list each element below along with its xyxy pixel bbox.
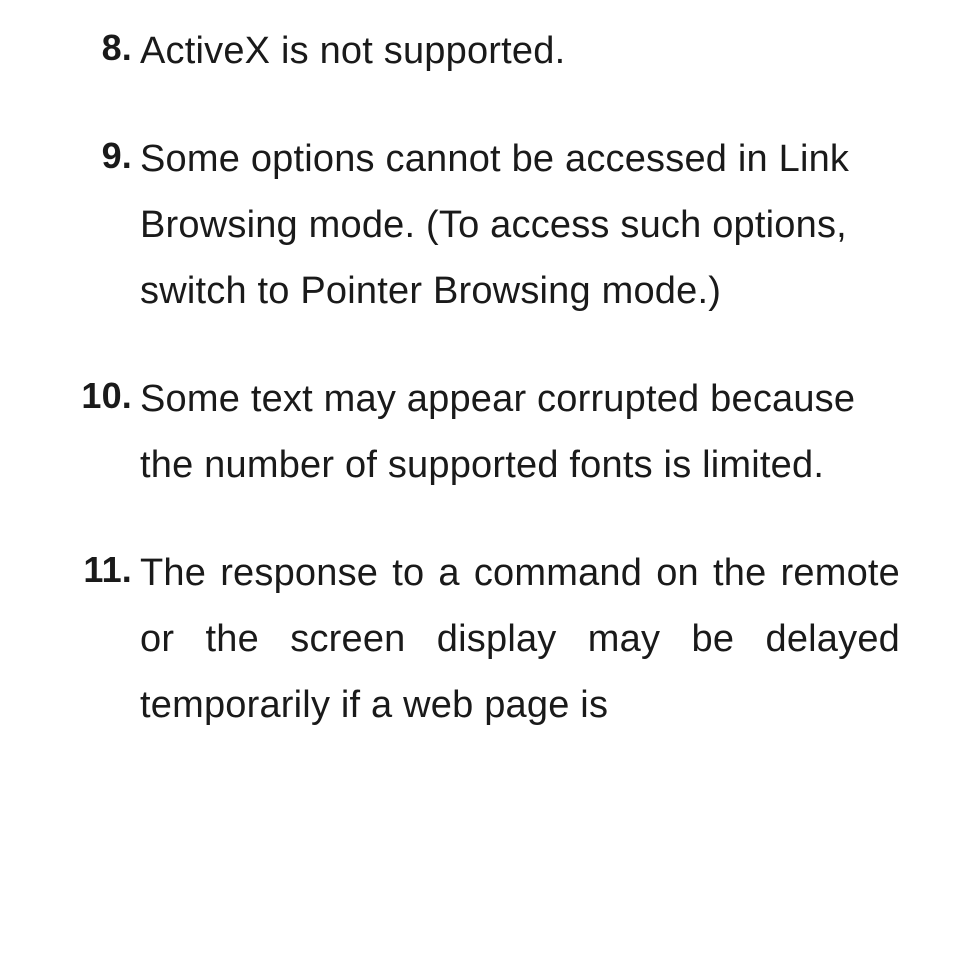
list-item-number: 10 [54, 366, 140, 426]
list-item: 8 ActiveX is not supported. [54, 18, 900, 84]
list-item-number: 8 [54, 18, 140, 78]
list-item-number: 11 [54, 540, 140, 600]
list-item: 9 Some options cannot be accessed in Lin… [54, 126, 900, 324]
list-item-text: ActiveX is not supported. [140, 18, 900, 84]
numbered-list: 8 ActiveX is not supported. 9 Some optio… [54, 18, 900, 738]
list-item-text: Some options cannot be accessed in Link … [140, 126, 900, 324]
list-item-text: The response to a command on the remote … [140, 540, 900, 738]
list-item: 10 Some text may appear corrupted becaus… [54, 366, 900, 498]
list-item-number: 9 [54, 126, 140, 186]
list-item: 11 The response to a command on the remo… [54, 540, 900, 738]
document-page: 8 ActiveX is not supported. 9 Some optio… [0, 0, 954, 977]
list-item-text: Some text may appear corrupted because t… [140, 366, 900, 498]
